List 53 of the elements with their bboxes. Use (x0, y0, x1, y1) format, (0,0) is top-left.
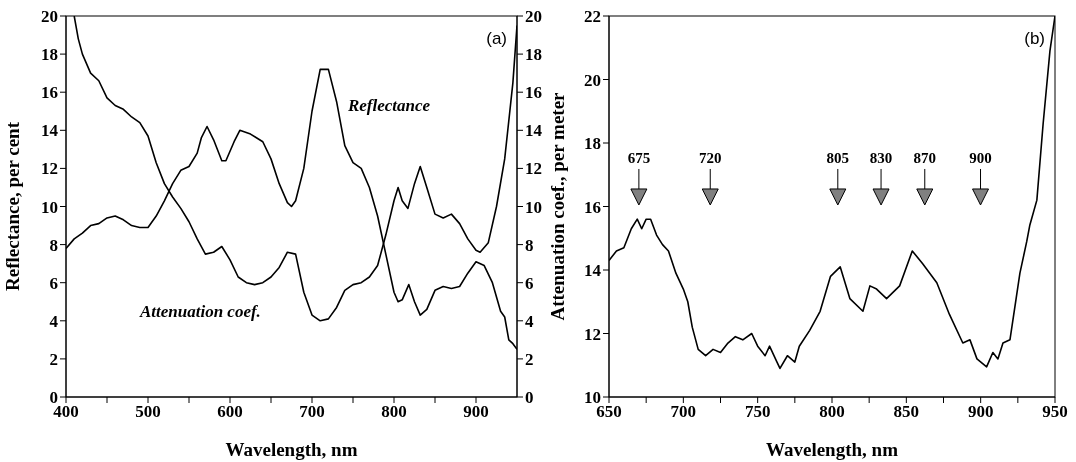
y-tick-label: 14 (41, 121, 59, 141)
series-label: Reflectance (346, 96, 431, 116)
y-tick-label: 6 (49, 273, 58, 293)
x-tick-label: 700 (299, 402, 325, 422)
y2-tick-label: 20 (525, 7, 542, 27)
y2-tick-label: 2 (525, 349, 534, 369)
x-tick-label: 800 (381, 402, 407, 422)
x-tick-label: 950 (1042, 402, 1068, 422)
y-tick-label: 20 (584, 70, 601, 90)
annotation: 720 (698, 149, 722, 166)
y-axis-title: Attenuation coef., per meter (547, 91, 569, 321)
y-tick-label: 8 (49, 235, 58, 255)
y-tick-label: 10 (41, 197, 58, 217)
x-axis-title: Wavelength, nm (225, 439, 358, 460)
y-tick-label: 4 (49, 311, 59, 331)
y-tick-label: 14 (584, 261, 602, 281)
y-tick-label: 22 (584, 7, 601, 27)
series-label: Attenuation coef. (138, 302, 261, 322)
x-tick-label: 800 (819, 402, 845, 422)
y-tick-label: 16 (41, 83, 58, 103)
y-axis-title: Reflectance, per cent (2, 121, 24, 291)
annotation: 830 (869, 149, 893, 166)
y-tick-label: 18 (41, 45, 58, 65)
x-tick-label: 600 (217, 402, 243, 422)
x-tick-label: 900 (967, 402, 994, 422)
annotation: 675 (627, 149, 651, 166)
annotation: 900 (969, 149, 992, 166)
y-tick-label: 2 (49, 349, 58, 369)
x-tick-label: 850 (893, 402, 920, 422)
y2-tick-label: 10 (525, 197, 542, 217)
annotation: (a) (486, 29, 507, 48)
y-tick-label: 18 (584, 134, 601, 154)
y-tick-label: 20 (41, 7, 58, 27)
annotation: (b) (1024, 29, 1045, 48)
x-tick-label: 900 (463, 402, 489, 422)
y2-tick-label: 18 (525, 45, 542, 65)
annotation: 805 (826, 149, 850, 166)
x-tick-label: 750 (744, 402, 771, 422)
x-tick-label: 650 (596, 402, 622, 422)
x-axis-title: Wavelength, nm (766, 439, 899, 460)
y2-tick-label: 12 (525, 159, 542, 179)
y2-tick-label: 4 (525, 311, 534, 331)
y-tick-label: 16 (584, 197, 601, 217)
y2-tick-label: 16 (525, 83, 542, 103)
x-tick-label: 500 (135, 402, 161, 422)
y2-tick-label: 0 (525, 388, 534, 408)
y2-tick-label: 14 (525, 121, 543, 141)
y-tick-label: 12 (41, 159, 58, 179)
y2-tick-label: 8 (525, 235, 534, 255)
annotation: 870 (913, 149, 937, 166)
y-tick-label: 12 (584, 324, 601, 344)
y2-tick-label: 6 (525, 273, 534, 293)
x-tick-label: 700 (670, 402, 697, 422)
